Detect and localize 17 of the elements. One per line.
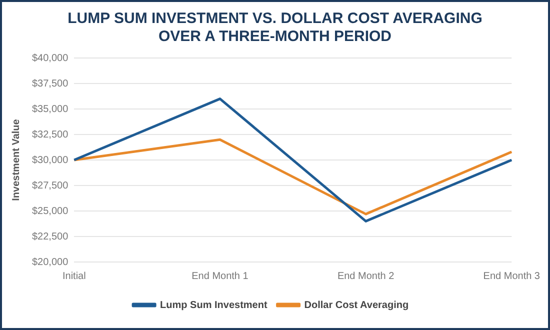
- legend-label: Lump Sum Investment: [160, 300, 268, 311]
- x-tick-label: Initial: [62, 270, 86, 282]
- legend-label: Dollar Cost Averaging: [304, 300, 409, 311]
- y-tick-label: $22,500: [32, 231, 69, 242]
- y-tick-label: $20,000: [32, 256, 69, 268]
- y-tick-label: $25,000: [32, 206, 69, 217]
- chart-title: LUMP SUM INVESTMENT VS. DOLLAR COST AVERAGING OVER A THREE-MONTH PERIOD: [66, 10, 484, 46]
- y-tick-label: $32,500: [32, 129, 69, 140]
- y-tick-label: $30,000: [32, 154, 69, 166]
- x-tick-label: End Month 1: [192, 270, 249, 282]
- y-tick-label: $37,500: [32, 78, 69, 90]
- y-tick-label: $40,000: [32, 52, 69, 64]
- x-tick-label: End Month 3: [483, 270, 540, 282]
- y-tick-label: $35,000: [32, 104, 69, 115]
- x-tick-label: End Month 2: [337, 270, 395, 282]
- y-tick-label: $27,500: [32, 180, 69, 192]
- y-axis-title: Investment Value: [10, 118, 22, 201]
